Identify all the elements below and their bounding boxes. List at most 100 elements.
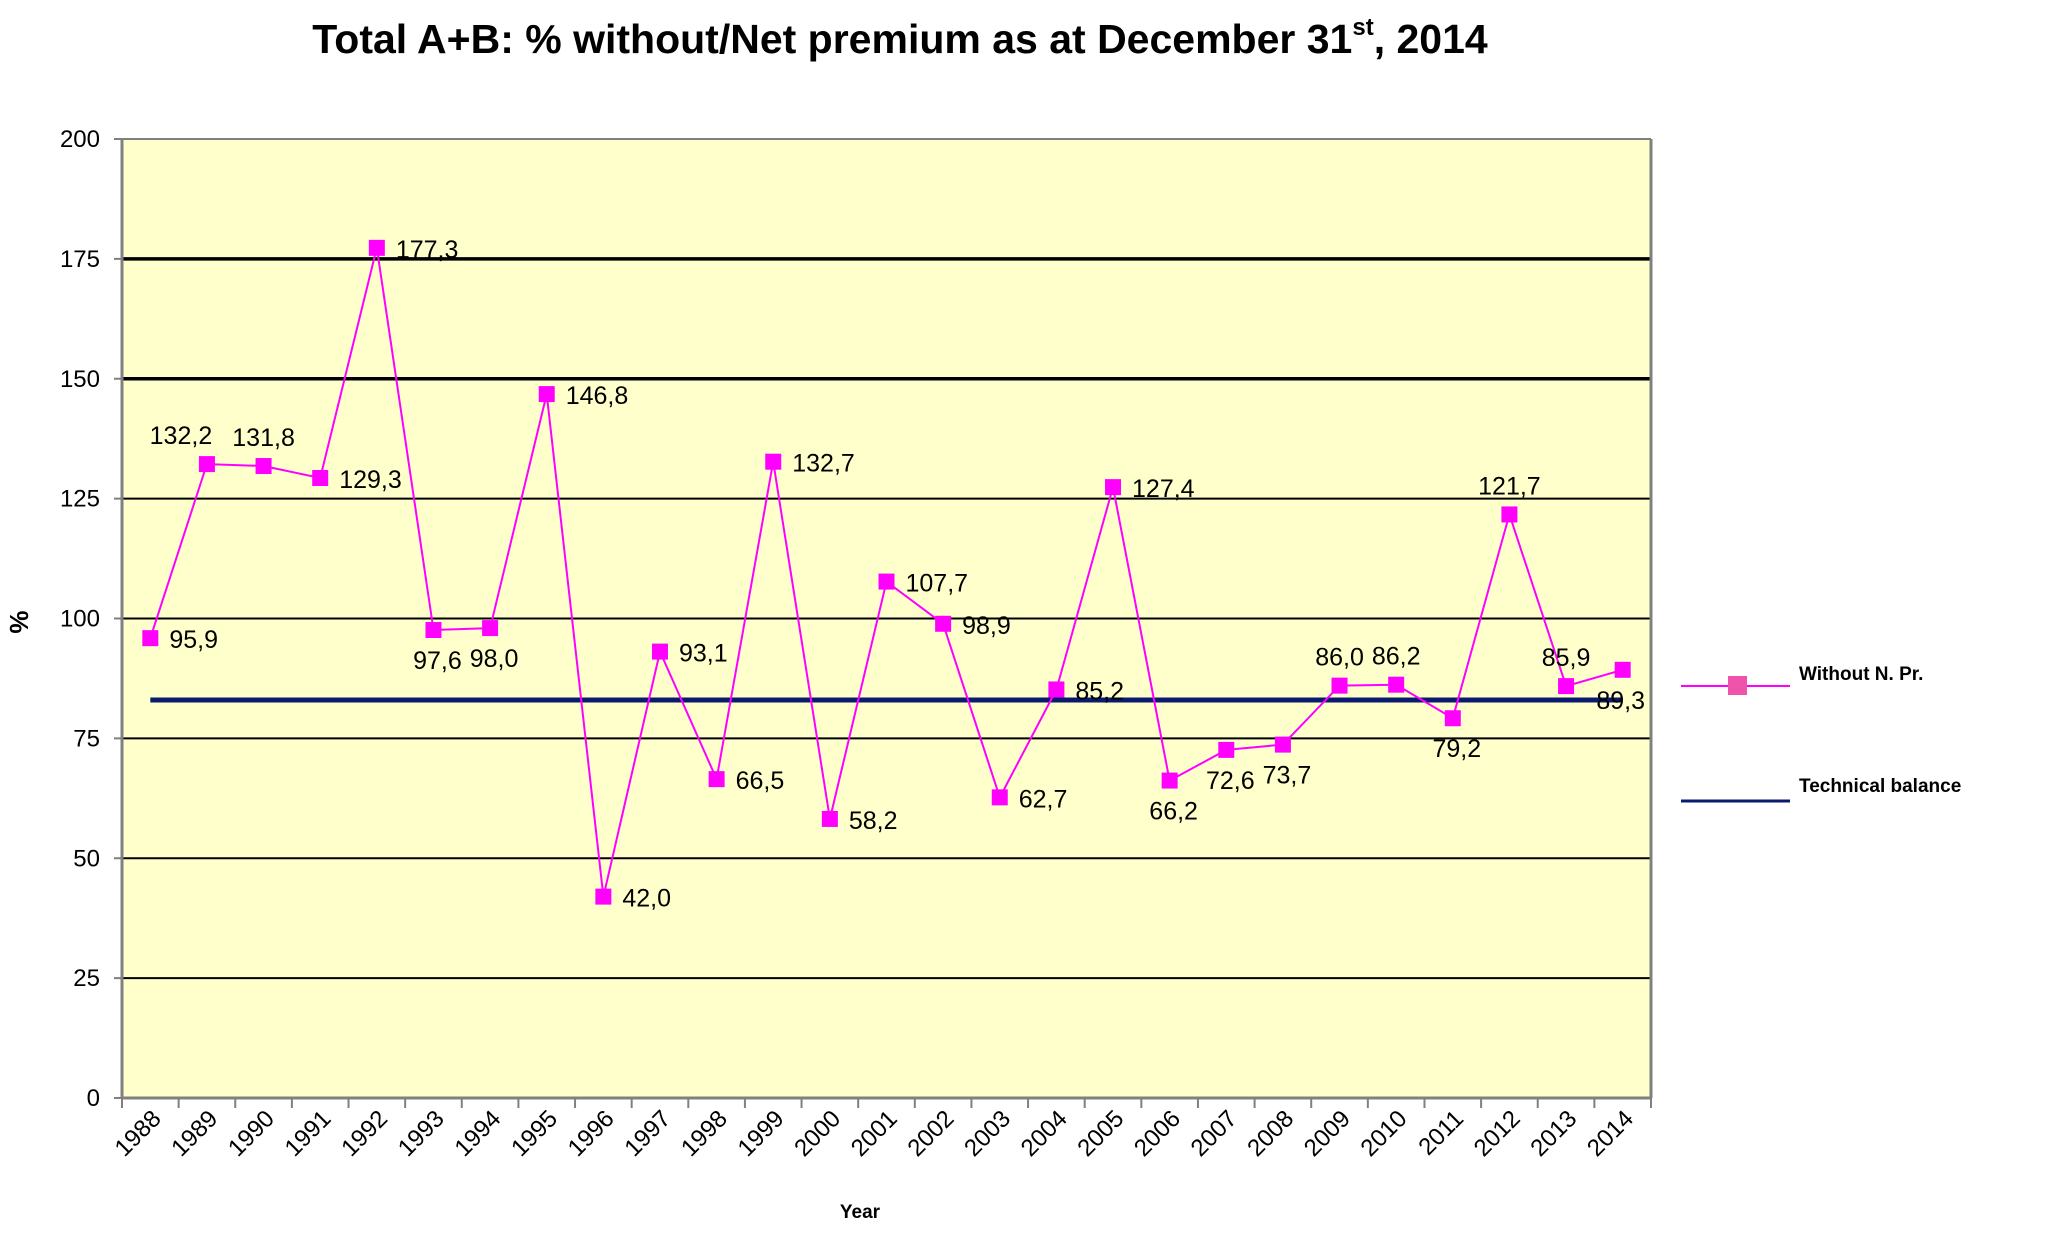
x-tick-label: 2011 bbox=[1413, 1105, 1469, 1161]
chart-title-superscript: st bbox=[1352, 14, 1374, 41]
data-point bbox=[142, 630, 159, 647]
data-point bbox=[425, 622, 442, 639]
data-point bbox=[1614, 661, 1631, 678]
data-label: 177,3 bbox=[396, 236, 459, 264]
data-label: 86,2 bbox=[1372, 643, 1421, 671]
x-tick-label: 2008 bbox=[1242, 1105, 1299, 1162]
data-point bbox=[1331, 677, 1348, 694]
data-label: 98,0 bbox=[470, 645, 519, 673]
data-point bbox=[1105, 479, 1122, 496]
data-label: 85,2 bbox=[1075, 677, 1124, 705]
data-label: 98,9 bbox=[962, 612, 1011, 640]
x-tick-label: 2001 bbox=[846, 1105, 903, 1162]
data-label: 146,8 bbox=[566, 382, 629, 410]
y-tick-label: 100 bbox=[60, 606, 100, 633]
y-tick-label: 25 bbox=[73, 965, 100, 992]
y-tick-label: 200 bbox=[60, 126, 100, 153]
y-tick-label: 150 bbox=[60, 366, 100, 393]
data-point bbox=[1274, 736, 1291, 753]
data-point bbox=[198, 456, 215, 473]
y-axis: 0 25 50 75 100 125 150 175 200 bbox=[60, 126, 1651, 1112]
data-label: 58,2 bbox=[849, 807, 898, 835]
x-tick-label: 1999 bbox=[733, 1105, 790, 1162]
data-label: 97,6 bbox=[413, 647, 462, 675]
chart-title: Total A+B: % without/Net premium as at D… bbox=[0, 14, 1800, 63]
data-label: 132,2 bbox=[150, 422, 213, 450]
data-label: 66,2 bbox=[1149, 798, 1198, 826]
data-point bbox=[651, 643, 668, 660]
data-label: 95,9 bbox=[169, 626, 218, 654]
x-tick-label: 1996 bbox=[563, 1105, 620, 1162]
x-tick-label: 1992 bbox=[336, 1105, 393, 1162]
x-axis: 1988 1989 1990 1991 1992 1993 1994 1995 1996 1997… bbox=[110, 1096, 1652, 1162]
legend-label-without-np: Without N. Pr. bbox=[1799, 664, 1923, 685]
data-label: 73,7 bbox=[1263, 762, 1312, 790]
x-tick-label: 1998 bbox=[676, 1105, 733, 1162]
data-point bbox=[821, 810, 838, 827]
data-point bbox=[1388, 676, 1405, 693]
x-tick-label: 2009 bbox=[1299, 1105, 1356, 1162]
y-tick-label: 175 bbox=[60, 246, 100, 273]
x-tick-label: 2010 bbox=[1356, 1105, 1413, 1162]
x-tick-label: 1993 bbox=[393, 1105, 450, 1162]
x-tick-label: 1994 bbox=[449, 1105, 506, 1162]
data-point bbox=[1048, 681, 1065, 698]
data-point bbox=[878, 573, 895, 590]
data-label: 93,1 bbox=[679, 640, 728, 668]
data-label: 72,6 bbox=[1206, 767, 1255, 795]
data-label: 131,8 bbox=[232, 424, 295, 452]
y-tick-label: 0 bbox=[87, 1085, 100, 1112]
x-tick-label: 1990 bbox=[223, 1105, 280, 1162]
data-point bbox=[255, 458, 272, 475]
legend-item-without-np: Without N. Pr. bbox=[1681, 664, 1923, 695]
x-tick-label: 2004 bbox=[1016, 1105, 1073, 1162]
data-label: 86,0 bbox=[1315, 644, 1364, 672]
legend-label-technical-balance: Technical balance bbox=[1799, 776, 1961, 797]
x-tick-label: 1997 bbox=[619, 1105, 676, 1162]
data-point bbox=[312, 470, 329, 487]
x-tick-label: 2006 bbox=[1129, 1105, 1186, 1162]
x-tick-label: 2007 bbox=[1186, 1105, 1243, 1162]
y-tick-label: 50 bbox=[73, 845, 100, 872]
y-tick-label: 75 bbox=[73, 725, 100, 752]
data-label: 79,2 bbox=[1432, 735, 1481, 763]
data-labels: 95,9 132,2 131,8 129,3 177,3 97,6 98,0 146,8 42,… bbox=[150, 236, 1645, 913]
data-label: 107,7 bbox=[906, 570, 969, 598]
x-tick-label: 2003 bbox=[959, 1105, 1016, 1162]
data-point bbox=[991, 789, 1008, 806]
x-tick-label: 2013 bbox=[1525, 1105, 1582, 1162]
data-label: 121,7 bbox=[1478, 472, 1541, 500]
legend-item-technical-balance: Technical balance bbox=[1681, 776, 1961, 803]
data-point bbox=[1218, 741, 1235, 758]
data-label: 66,5 bbox=[736, 767, 785, 795]
y-axis-label: % bbox=[4, 610, 34, 633]
data-point bbox=[935, 615, 952, 632]
x-tick-label: 2014 bbox=[1582, 1105, 1639, 1162]
data-label: 127,4 bbox=[1132, 475, 1195, 503]
series-markers bbox=[142, 239, 1631, 905]
gridlines bbox=[122, 257, 1651, 980]
x-tick-label: 1988 bbox=[110, 1105, 167, 1162]
x-tick-label: 2002 bbox=[903, 1105, 960, 1162]
data-label: 132,7 bbox=[792, 450, 855, 478]
data-point bbox=[1558, 678, 1575, 695]
legend: Without N. Pr. Technical balance bbox=[1681, 664, 1961, 803]
x-tick-label: 1995 bbox=[506, 1105, 563, 1162]
x-tick-label: 2012 bbox=[1469, 1105, 1526, 1162]
chart-title-tail: , 2014 bbox=[1373, 16, 1488, 62]
data-label: 85,9 bbox=[1542, 644, 1591, 672]
data-label: 62,7 bbox=[1019, 785, 1068, 813]
data-label: 42,0 bbox=[622, 885, 671, 913]
data-point bbox=[708, 771, 725, 788]
data-point bbox=[1501, 506, 1518, 523]
data-point bbox=[482, 620, 499, 637]
x-tick-label: 1989 bbox=[166, 1105, 223, 1162]
chart-title-text: Total A+B: % without/Net premium as at D… bbox=[312, 16, 1353, 62]
x-tick-label: 1991 bbox=[280, 1105, 337, 1162]
legend-swatch-marker bbox=[1728, 676, 1747, 695]
x-tick-label: 2000 bbox=[789, 1105, 846, 1162]
data-point bbox=[538, 386, 555, 403]
data-label: 89,3 bbox=[1596, 687, 1645, 715]
data-point bbox=[1161, 772, 1178, 789]
